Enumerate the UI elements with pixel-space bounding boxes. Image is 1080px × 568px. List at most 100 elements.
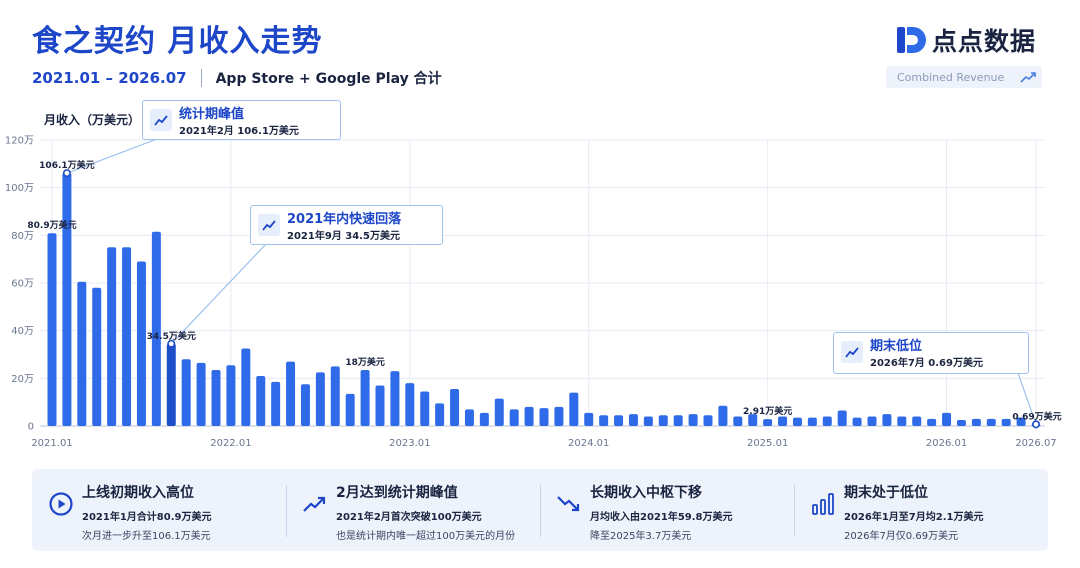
card-title: 上线初期收入高位: [82, 485, 194, 501]
bar: [778, 416, 788, 426]
callout-title: 统计期峰值: [179, 107, 245, 122]
data-point-marker: [1032, 420, 1041, 429]
y-tick-label: 60万: [11, 279, 34, 290]
bar: [748, 414, 758, 426]
data-point-marker: [167, 339, 176, 348]
bar: [584, 412, 594, 426]
callout-peak: 统计期峰值 2021年2月 106.1万美元: [142, 100, 341, 140]
summary-panel: 上线初期收入高位 2021年1月合计80.9万美元 次月进一步升至106.1万美…: [32, 469, 1048, 551]
summary-card: 期末处于低位 2026年1月至7月均2.1万美元 2026年7月仅0.69万美元: [794, 469, 1048, 551]
bar: [852, 417, 862, 426]
callout-leader-line: [1017, 372, 1037, 425]
callout-title: 期末低位: [870, 339, 923, 354]
bar: [390, 371, 400, 426]
bar: [971, 418, 981, 426]
bar: [658, 415, 668, 426]
callout-detail: 2026年7月 0.69万美元: [870, 358, 983, 369]
bar: [494, 398, 504, 426]
play-circle-icon: [49, 492, 73, 516]
bar: [733, 416, 743, 426]
trend-line-icon: [150, 109, 172, 131]
card-detail: 月均收入由2021年59.8万美元: [590, 512, 733, 523]
bar: [643, 416, 653, 426]
bar: [867, 416, 877, 426]
bar: [763, 419, 773, 426]
card-note: 2026年7月仅0.69万美元: [844, 531, 959, 542]
y-tick-label: 120万: [5, 136, 34, 147]
trend-down-icon: [557, 496, 580, 512]
header: 食之契约 月收入走势: [32, 22, 322, 62]
bar: [718, 405, 728, 426]
bar: [986, 418, 996, 426]
bar: [256, 375, 266, 426]
bar: [151, 231, 161, 426]
bar: [181, 359, 191, 426]
bar: [1001, 418, 1011, 426]
card-note: 次月进一步升至106.1万美元: [82, 531, 211, 542]
bar: [345, 393, 355, 426]
period-label: 2021.01 – 2026.07: [32, 69, 187, 87]
x-tick-label: 2026.07: [1015, 438, 1056, 449]
brand-logo: 点点数据: [896, 22, 1036, 58]
callout-detail: 2021年9月 34.5万美元: [287, 231, 400, 242]
bar: [673, 415, 683, 426]
trend-line-icon: [1020, 72, 1036, 83]
callout-leader-line: [170, 243, 267, 345]
bar: [509, 409, 519, 426]
bar: [539, 408, 549, 426]
bar: [300, 384, 310, 426]
summary-card: 上线初期收入高位 2021年1月合计80.9万美元 次月进一步升至106.1万美…: [32, 469, 286, 551]
bar: [420, 391, 430, 426]
bar: [196, 362, 206, 426]
bar: [479, 412, 489, 426]
bar: [554, 406, 564, 426]
bar: [136, 261, 146, 426]
bar: [956, 420, 966, 426]
bar: [166, 343, 176, 426]
data-label: 0.69万美元: [1012, 410, 1061, 422]
bar: [47, 233, 57, 426]
x-tick-label: 2022.01: [210, 438, 251, 449]
callout-end: 期末低位 2026年7月 0.69万美元: [833, 332, 1029, 374]
brand-name: 点点数据: [931, 27, 1036, 56]
card-divider: [540, 485, 541, 537]
legend: Combined Revenue: [886, 66, 1042, 88]
card-note: 降至2025年3.7万美元: [590, 531, 692, 542]
callout-detail: 2021年2月 106.1万美元: [179, 126, 299, 137]
page-title: 食之契约 月收入走势: [32, 24, 323, 59]
brand-logo-icon: [896, 27, 926, 53]
card-detail: 2021年1月合计80.9万美元: [82, 512, 212, 523]
y-tick-label: 100万: [5, 183, 34, 194]
bar: [897, 416, 907, 426]
callout-title: 2021年内快速回落: [287, 212, 402, 227]
bar: [315, 372, 325, 426]
x-tick-label: 2025.01: [747, 438, 788, 449]
card-divider: [794, 485, 795, 537]
bar: [927, 418, 937, 426]
callout-drop: 2021年内快速回落 2021年9月 34.5万美元: [250, 205, 443, 245]
bar: [241, 348, 251, 426]
bar-chart-icon: [812, 493, 834, 515]
y-tick-label: 20万: [11, 374, 34, 385]
bar: [599, 415, 609, 426]
card-note: 也是统计期内唯一超过100万美元的月份: [336, 531, 516, 542]
data-label: 2.91万美元: [743, 405, 792, 417]
bar: [703, 415, 713, 426]
bar: [912, 416, 922, 426]
bar: [122, 247, 132, 426]
bar: [92, 287, 102, 426]
y-tick-label: 40万: [11, 326, 34, 337]
x-tick-label: 2026.01: [926, 438, 967, 449]
card-title: 长期收入中枢下移: [590, 485, 702, 501]
bar: [942, 412, 952, 426]
data-label: 18万美元: [345, 356, 385, 368]
bar: [524, 406, 534, 426]
bar: [792, 417, 802, 426]
bar: [807, 417, 817, 426]
revenue-bar-chart: 0 20万 40万 60万 80万 100万 120万 2021.01 2022.01 2023.…: [5, 112, 1062, 449]
legend-label: Combined Revenue: [897, 70, 1005, 84]
data-label: 80.9万美元: [27, 219, 76, 231]
data-label: 34.5万美元: [147, 330, 196, 342]
bar: [464, 409, 474, 426]
card-detail: 2021年2月首次突破100万美元: [336, 512, 482, 523]
